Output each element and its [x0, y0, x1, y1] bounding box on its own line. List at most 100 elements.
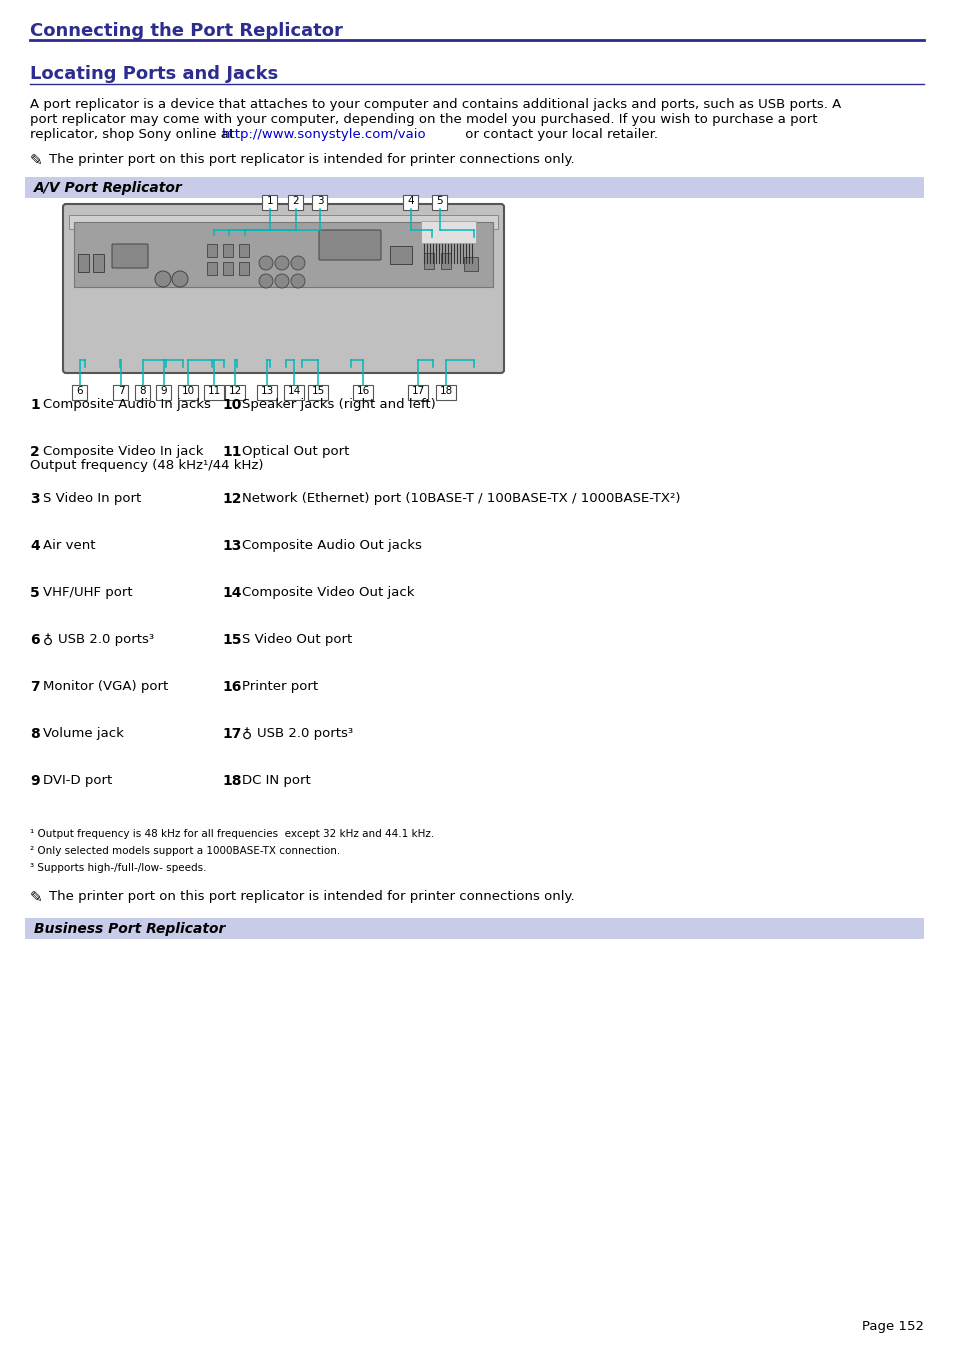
FancyBboxPatch shape: [204, 385, 224, 400]
Text: 3: 3: [316, 196, 323, 205]
Text: 10: 10: [222, 399, 241, 412]
FancyBboxPatch shape: [256, 385, 276, 400]
Text: Composite Video Out jack: Composite Video Out jack: [242, 586, 414, 598]
Text: ♁: ♁: [43, 634, 53, 648]
FancyBboxPatch shape: [408, 385, 428, 400]
Text: The printer port on this port replicator is intended for printer connections onl: The printer port on this port replicator…: [49, 890, 574, 902]
Text: USB 2.0 ports³: USB 2.0 ports³: [256, 727, 353, 740]
FancyBboxPatch shape: [436, 385, 456, 400]
Bar: [207, 245, 216, 257]
Text: 14: 14: [222, 586, 241, 600]
FancyBboxPatch shape: [72, 385, 88, 400]
Text: ✎: ✎: [30, 890, 43, 905]
Text: ♁: ♁: [242, 728, 252, 742]
Text: Air vent: Air vent: [43, 539, 95, 553]
Text: 4: 4: [407, 196, 414, 205]
Bar: [223, 245, 233, 257]
Text: 7: 7: [117, 386, 124, 396]
Circle shape: [258, 255, 273, 270]
Text: 13: 13: [260, 386, 274, 396]
Text: A/V Port Replicator: A/V Port Replicator: [34, 181, 183, 195]
Text: 14: 14: [287, 386, 300, 396]
FancyBboxPatch shape: [225, 385, 245, 400]
Text: 13: 13: [222, 539, 241, 553]
Text: Printer port: Printer port: [242, 680, 317, 693]
Text: Connecting the Port Replicator: Connecting the Port Replicator: [30, 22, 342, 41]
FancyBboxPatch shape: [262, 195, 277, 209]
Bar: [78, 254, 89, 272]
Text: Network (Ethernet) port (10BASE-T / 100BASE-TX / 1000BASE-TX²): Network (Ethernet) port (10BASE-T / 100B…: [242, 492, 679, 505]
FancyBboxPatch shape: [135, 385, 151, 400]
Text: Composite Audio Out jacks: Composite Audio Out jacks: [242, 539, 421, 553]
Text: 7: 7: [30, 680, 40, 694]
Text: Optical Out port: Optical Out port: [242, 444, 349, 458]
Text: S Video In port: S Video In port: [43, 492, 141, 505]
Text: 1: 1: [267, 196, 273, 205]
Bar: [239, 245, 249, 257]
FancyBboxPatch shape: [403, 195, 418, 209]
Bar: [74, 222, 493, 286]
Text: 2: 2: [30, 444, 40, 459]
Text: 18: 18: [439, 386, 452, 396]
Text: VHF/UHF port: VHF/UHF port: [43, 586, 132, 598]
Text: ¹ Output frequency is 48 kHz for all frequencies  except 32 kHz and 44.1 kHz.: ¹ Output frequency is 48 kHz for all fre…: [30, 830, 434, 839]
Text: A port replicator is a device that attaches to your computer and contains additi: A port replicator is a device that attac…: [30, 99, 841, 111]
FancyBboxPatch shape: [113, 385, 129, 400]
Bar: [423, 253, 434, 269]
Text: ³ Supports high-/full-/low- speeds.: ³ Supports high-/full-/low- speeds.: [30, 863, 206, 873]
Text: 8: 8: [139, 386, 146, 396]
Circle shape: [291, 274, 305, 288]
FancyBboxPatch shape: [112, 245, 148, 267]
Text: 15: 15: [222, 634, 241, 647]
FancyBboxPatch shape: [178, 385, 198, 400]
Text: 8: 8: [30, 727, 40, 740]
Bar: [223, 262, 233, 276]
Text: 16: 16: [356, 386, 369, 396]
FancyBboxPatch shape: [63, 204, 503, 373]
Text: 17: 17: [411, 386, 424, 396]
Bar: [390, 246, 412, 263]
Text: USB 2.0 ports³: USB 2.0 ports³: [58, 634, 154, 646]
FancyBboxPatch shape: [313, 195, 327, 209]
Circle shape: [291, 255, 305, 270]
Text: Volume jack: Volume jack: [43, 727, 124, 740]
Text: Monitor (VGA) port: Monitor (VGA) port: [43, 680, 168, 693]
Text: 9: 9: [30, 774, 40, 788]
Text: 1: 1: [30, 399, 40, 412]
FancyBboxPatch shape: [432, 195, 447, 209]
Text: 9: 9: [160, 386, 167, 396]
Text: 5: 5: [436, 196, 443, 205]
Text: 12: 12: [222, 492, 241, 507]
Text: 18: 18: [222, 774, 241, 788]
Text: 15: 15: [311, 386, 324, 396]
Text: 16: 16: [222, 680, 241, 694]
Text: 2: 2: [293, 196, 299, 205]
Text: Speaker jacks (right and left): Speaker jacks (right and left): [242, 399, 436, 411]
FancyBboxPatch shape: [156, 385, 172, 400]
Text: ² Only selected models support a 1000BASE-TX connection.: ² Only selected models support a 1000BAS…: [30, 846, 340, 857]
Bar: [420, 222, 476, 243]
FancyBboxPatch shape: [288, 195, 303, 209]
FancyBboxPatch shape: [318, 230, 380, 259]
Text: 5: 5: [30, 586, 40, 600]
Text: 3: 3: [30, 492, 40, 507]
Circle shape: [154, 272, 171, 286]
Bar: [207, 262, 216, 276]
Text: Locating Ports and Jacks: Locating Ports and Jacks: [30, 65, 278, 82]
Bar: [92, 254, 104, 272]
Circle shape: [274, 255, 289, 270]
Text: 6: 6: [30, 634, 40, 647]
Bar: [239, 262, 249, 276]
Text: Output frequency (48 kHz¹/44 kHz): Output frequency (48 kHz¹/44 kHz): [30, 459, 263, 471]
FancyBboxPatch shape: [353, 385, 373, 400]
FancyBboxPatch shape: [308, 385, 328, 400]
Bar: [463, 257, 477, 272]
Text: 11: 11: [222, 444, 241, 459]
Text: replicator, shop Sony online at: replicator, shop Sony online at: [30, 128, 238, 141]
Text: Business Port Replicator: Business Port Replicator: [34, 921, 225, 936]
Text: S Video Out port: S Video Out port: [242, 634, 352, 646]
Bar: [25, 917, 923, 939]
Text: Page 152: Page 152: [862, 1320, 923, 1333]
Text: DVI-D port: DVI-D port: [43, 774, 112, 788]
FancyBboxPatch shape: [284, 385, 304, 400]
